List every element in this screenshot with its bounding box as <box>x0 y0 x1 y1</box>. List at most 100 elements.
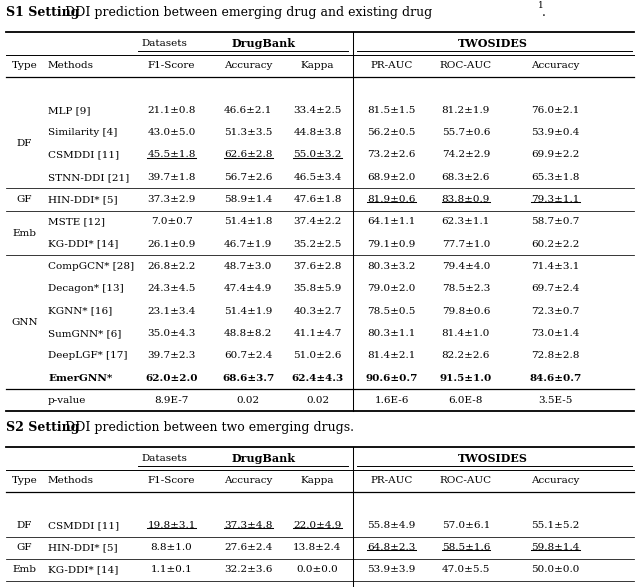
Text: 55.1±5.2: 55.1±5.2 <box>531 521 580 530</box>
Text: 69.9±2.2: 69.9±2.2 <box>531 150 580 160</box>
Text: 69.7±2.4: 69.7±2.4 <box>531 284 580 294</box>
Text: 72.3±0.7: 72.3±0.7 <box>531 306 580 316</box>
Text: S1 Setting: S1 Setting <box>6 6 80 19</box>
Text: SumGNN* [6]: SumGNN* [6] <box>48 329 122 338</box>
Text: 48.7±3.0: 48.7±3.0 <box>224 262 273 271</box>
Text: 79.1±0.9: 79.1±0.9 <box>367 239 416 249</box>
Text: 79.4±4.0: 79.4±4.0 <box>442 262 490 271</box>
Text: 35.2±2.5: 35.2±2.5 <box>293 239 342 249</box>
Text: KG-DDI* [14]: KG-DDI* [14] <box>48 239 118 249</box>
Text: 22.0±4.9: 22.0±4.9 <box>293 521 342 530</box>
Text: : DDI prediction between emerging drug and existing drug: : DDI prediction between emerging drug a… <box>57 6 432 19</box>
Text: DrugBank: DrugBank <box>232 453 296 464</box>
Text: 26.8±2.2: 26.8±2.2 <box>147 262 196 271</box>
Text: Accuracy: Accuracy <box>531 476 580 485</box>
Text: 58.7±0.7: 58.7±0.7 <box>531 217 580 227</box>
Text: 83.8±0.9: 83.8±0.9 <box>442 195 490 204</box>
Text: STNN-DDI [21]: STNN-DDI [21] <box>48 173 129 182</box>
Text: 79.8±0.6: 79.8±0.6 <box>442 306 490 316</box>
Text: 26.1±0.9: 26.1±0.9 <box>147 239 196 249</box>
Text: 33.4±2.5: 33.4±2.5 <box>293 106 342 115</box>
Text: 60.2±2.2: 60.2±2.2 <box>531 239 580 249</box>
Text: CSMDDI [11]: CSMDDI [11] <box>48 521 119 530</box>
Text: 37.3±2.9: 37.3±2.9 <box>147 195 196 204</box>
Text: Methods: Methods <box>48 476 94 485</box>
Text: Methods: Methods <box>48 61 94 70</box>
Text: Decagon* [13]: Decagon* [13] <box>48 284 124 294</box>
Text: 0.0±0.0: 0.0±0.0 <box>296 565 339 575</box>
Text: 80.3±3.2: 80.3±3.2 <box>367 262 416 271</box>
Text: 90.6±0.7: 90.6±0.7 <box>365 373 418 383</box>
Text: KGNN* [16]: KGNN* [16] <box>48 306 112 316</box>
Text: 1.1±0.1: 1.1±0.1 <box>150 565 193 575</box>
Text: MLP [9]: MLP [9] <box>48 106 90 115</box>
Text: 78.5±2.3: 78.5±2.3 <box>442 284 490 294</box>
Text: 56.2±0.5: 56.2±0.5 <box>367 128 416 137</box>
Text: 13.8±2.4: 13.8±2.4 <box>293 543 342 552</box>
Text: 32.2±3.6: 32.2±3.6 <box>224 565 273 575</box>
Text: 81.4±1.0: 81.4±1.0 <box>442 329 490 338</box>
Text: DF: DF <box>17 521 32 530</box>
Text: 58.9±1.4: 58.9±1.4 <box>224 195 273 204</box>
Text: 51.4±1.9: 51.4±1.9 <box>224 306 273 316</box>
Text: 53.9±0.4: 53.9±0.4 <box>531 128 580 137</box>
Text: 44.8±3.8: 44.8±3.8 <box>293 128 342 137</box>
Text: 37.6±2.8: 37.6±2.8 <box>293 262 342 271</box>
Text: 51.4±1.8: 51.4±1.8 <box>224 217 273 227</box>
Text: : DDI prediction between two emerging drugs.: : DDI prediction between two emerging dr… <box>57 421 354 434</box>
Text: 1.6E-6: 1.6E-6 <box>374 396 409 405</box>
Text: 35.0±4.3: 35.0±4.3 <box>147 329 196 338</box>
Text: 73.2±2.6: 73.2±2.6 <box>367 150 416 160</box>
Text: PR-AUC: PR-AUC <box>371 61 413 70</box>
Text: .: . <box>542 6 546 19</box>
Text: 60.7±2.4: 60.7±2.4 <box>224 351 273 360</box>
Text: 41.1±4.7: 41.1±4.7 <box>293 329 342 338</box>
Text: 35.8±5.9: 35.8±5.9 <box>293 284 342 294</box>
Text: 47.4±4.9: 47.4±4.9 <box>224 284 273 294</box>
Text: 82.2±2.6: 82.2±2.6 <box>442 351 490 360</box>
Text: MSTE [12]: MSTE [12] <box>48 217 105 227</box>
Text: 73.0±1.4: 73.0±1.4 <box>531 329 580 338</box>
Text: 81.4±2.1: 81.4±2.1 <box>367 351 416 360</box>
Text: 76.0±2.1: 76.0±2.1 <box>531 106 580 115</box>
Text: Datasets: Datasets <box>141 454 188 463</box>
Text: 24.3±4.5: 24.3±4.5 <box>147 284 196 294</box>
Text: 64.1±1.1: 64.1±1.1 <box>367 217 416 227</box>
Text: 78.5±0.5: 78.5±0.5 <box>367 306 416 316</box>
Text: 39.7±2.3: 39.7±2.3 <box>147 351 196 360</box>
Text: 7.0±0.7: 7.0±0.7 <box>150 217 193 227</box>
Text: 81.9±0.6: 81.9±0.6 <box>367 195 416 204</box>
Text: 59.8±1.4: 59.8±1.4 <box>531 543 580 552</box>
Text: 51.0±2.6: 51.0±2.6 <box>293 351 342 360</box>
Text: F1-Score: F1-Score <box>148 61 195 70</box>
Text: 8.9E-7: 8.9E-7 <box>154 396 189 405</box>
Text: 62.6±2.8: 62.6±2.8 <box>224 150 273 160</box>
Text: EmerGNN*: EmerGNN* <box>48 373 113 383</box>
Text: 0.02: 0.02 <box>306 396 329 405</box>
Text: Accuracy: Accuracy <box>224 476 273 485</box>
Text: 62.4±4.3: 62.4±4.3 <box>291 373 344 383</box>
Text: p-value: p-value <box>48 396 86 405</box>
Text: 6.0E-8: 6.0E-8 <box>449 396 483 405</box>
Text: 55.8±4.9: 55.8±4.9 <box>367 521 416 530</box>
Text: GNN: GNN <box>11 318 38 327</box>
Text: 1: 1 <box>538 1 544 11</box>
Text: HIN-DDI* [5]: HIN-DDI* [5] <box>48 195 118 204</box>
Text: Emb: Emb <box>12 228 36 238</box>
Text: Accuracy: Accuracy <box>531 61 580 70</box>
Text: 62.0±2.0: 62.0±2.0 <box>145 373 198 383</box>
Text: 57.0±6.1: 57.0±6.1 <box>442 521 490 530</box>
Text: 58.5±1.6: 58.5±1.6 <box>442 543 490 552</box>
Text: 55.7±0.6: 55.7±0.6 <box>442 128 490 137</box>
Text: Type: Type <box>12 61 37 70</box>
Text: DF: DF <box>17 139 32 149</box>
Text: Kappa: Kappa <box>301 476 334 485</box>
Text: 37.3±4.8: 37.3±4.8 <box>224 521 273 530</box>
Text: HIN-DDI* [5]: HIN-DDI* [5] <box>48 543 118 552</box>
Text: Similarity [4]: Similarity [4] <box>48 128 117 137</box>
Text: 53.9±3.9: 53.9±3.9 <box>367 565 416 575</box>
Text: 0.02: 0.02 <box>237 396 260 405</box>
Text: 27.6±2.4: 27.6±2.4 <box>224 543 273 552</box>
Text: 40.3±2.7: 40.3±2.7 <box>293 306 342 316</box>
Text: DrugBank: DrugBank <box>232 38 296 49</box>
